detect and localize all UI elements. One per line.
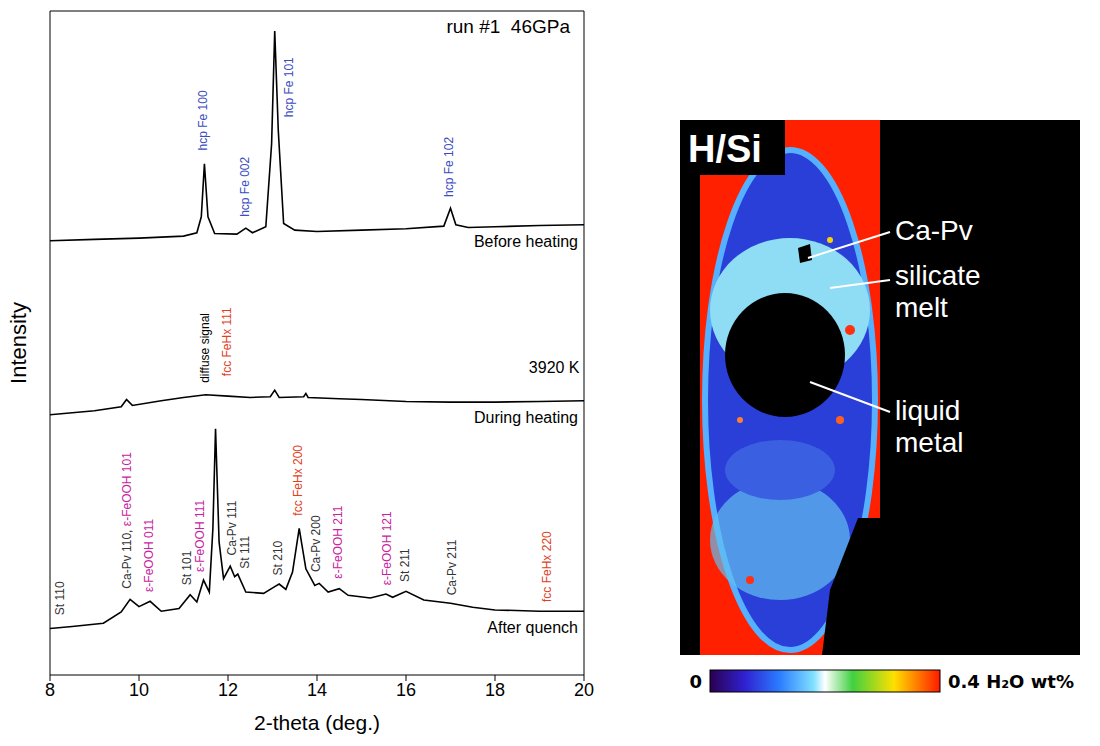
- svg-text:St 111: St 111: [238, 536, 252, 569]
- svg-text:20: 20: [574, 680, 594, 700]
- svg-text:ε-FeOOH 111: ε-FeOOH 111: [193, 499, 207, 572]
- svg-text:St 101: St 101: [180, 550, 194, 585]
- svg-text:hcp Fe 101: hcp Fe 101: [282, 57, 296, 117]
- svg-text:14: 14: [307, 680, 327, 700]
- svg-text:liquidmetal: liquidmetal: [895, 395, 963, 458]
- svg-text:Ca-Pv 211: Ca-Pv 211: [445, 539, 459, 595]
- svg-text:Ca-Pv 111: Ca-Pv 111: [225, 500, 240, 556]
- svg-text:fcc FeHx 111: fcc FeHx 111: [220, 307, 234, 376]
- svg-text:ε-FeOOH 011: ε-FeOOH 011: [142, 519, 156, 592]
- svg-text:3920 K: 3920 K: [529, 359, 580, 376]
- svg-text:After quench: After quench: [487, 619, 578, 636]
- svg-text:0: 0: [689, 671, 702, 692]
- svg-text:hcp Fe 002: hcp Fe 002: [238, 156, 252, 216]
- svg-text:H/Si: H/Si: [688, 128, 762, 170]
- svg-text:Intensity: Intensity: [6, 302, 31, 384]
- svg-text:hcp Fe 100: hcp Fe 100: [197, 90, 211, 150]
- svg-text:Ca-Pv 110, ε-FeOOH 101: Ca-Pv 110, ε-FeOOH 101: [120, 452, 134, 589]
- html-text:run #1 46GPa: run #1 46GPa: [446, 16, 570, 37]
- svg-text:fcc FeHx 220: fcc FeHx 220: [541, 531, 555, 602]
- svg-text:ε-FeOOH 121: ε-FeOOH 121: [380, 511, 394, 585]
- svg-text:0.4 H₂O wt%: 0.4 H₂O wt%: [948, 671, 1074, 692]
- svg-text:St 210: St 210: [271, 540, 285, 575]
- svg-text:10: 10: [129, 680, 149, 700]
- svg-text:Ca-Pv: Ca-Pv: [895, 215, 973, 246]
- svg-text:ε-FeOOH 211: ε-FeOOH 211: [331, 505, 345, 578]
- svg-text:8: 8: [45, 680, 55, 700]
- svg-text:silicatemelt: silicatemelt: [895, 260, 981, 323]
- svg-text:Before heating: Before heating: [474, 233, 578, 250]
- svg-text:St 110: St 110: [53, 581, 67, 615]
- svg-text:16: 16: [396, 680, 416, 700]
- svg-text:fcc FeHx 200: fcc FeHx 200: [291, 445, 305, 516]
- svg-text:Ca-Pv 200: Ca-Pv 200: [309, 515, 323, 572]
- svg-text:During heating: During heating: [474, 409, 578, 426]
- svg-text:18: 18: [485, 680, 505, 700]
- svg-text:hcp Fe 102: hcp Fe 102: [443, 137, 457, 197]
- svg-text:St 211: St 211: [398, 548, 412, 582]
- svg-text:12: 12: [218, 680, 238, 700]
- svg-text:diffuse signal: diffuse signal: [198, 313, 212, 383]
- svg-text:2-theta (deg.): 2-theta (deg.): [254, 711, 380, 734]
